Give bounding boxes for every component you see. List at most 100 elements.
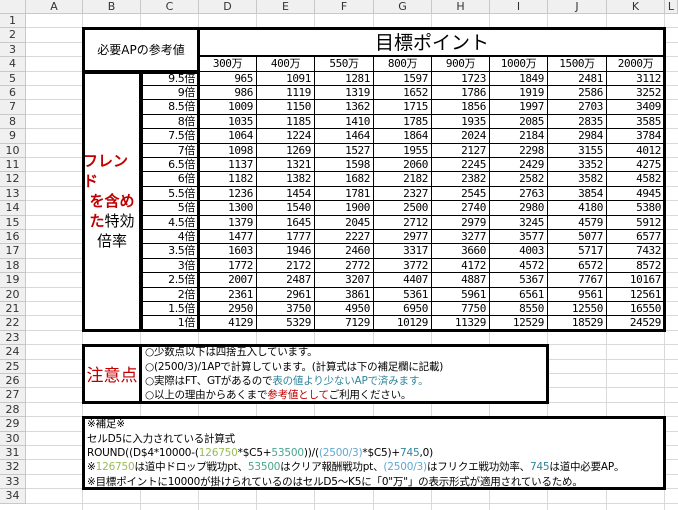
value-cell[interactable]: 6572	[548, 258, 607, 274]
value-cell[interactable]: 1603	[199, 244, 257, 259]
value-cell[interactable]: 7129	[315, 316, 374, 331]
value-cell[interactable]: 3317	[374, 244, 432, 259]
value-cell[interactable]: 3112	[607, 71, 665, 86]
value-cell[interactable]: 9561	[548, 287, 607, 302]
value-cell[interactable]: 3772	[374, 258, 432, 274]
value-cell[interactable]: 1864	[374, 129, 432, 144]
row-header-29[interactable]: 29	[0, 417, 26, 432]
value-cell[interactable]: 2977	[374, 230, 432, 245]
value-cell[interactable]: 1137	[199, 158, 257, 173]
value-cell[interactable]: 965	[199, 71, 257, 86]
row-header-28[interactable]: 28	[0, 402, 26, 418]
value-cell[interactable]: 24529	[607, 316, 665, 331]
value-cell[interactable]: 5361	[374, 287, 432, 302]
row-header-14[interactable]: 14	[0, 201, 26, 216]
row-header-7[interactable]: 7	[0, 100, 26, 115]
row-header-2[interactable]: 2	[0, 28, 26, 43]
value-cell[interactable]: 3582	[548, 172, 607, 187]
value-cell[interactable]: 2024	[432, 129, 490, 144]
value-cell[interactable]: 4180	[548, 201, 607, 216]
value-cell[interactable]: 3750	[257, 302, 315, 317]
row-header-32[interactable]: 32	[0, 460, 26, 475]
value-cell[interactable]: 1946	[257, 244, 315, 259]
column-header-K[interactable]: K	[607, 0, 665, 14]
row-header-4[interactable]: 4	[0, 57, 26, 72]
multiplier-cell[interactable]: 1倍	[141, 316, 199, 331]
value-cell[interactable]: 6950	[374, 302, 432, 317]
value-cell[interactable]: 1682	[315, 172, 374, 187]
value-cell[interactable]: 2085	[490, 114, 548, 130]
column-header-C[interactable]: C	[141, 0, 199, 14]
value-cell[interactable]: 1786	[432, 86, 490, 101]
value-cell[interactable]: 2979	[432, 215, 490, 230]
value-cell[interactable]: 2007	[199, 273, 257, 288]
value-cell[interactable]: 1009	[199, 100, 257, 115]
row-header-26[interactable]: 26	[0, 374, 26, 389]
value-cell[interactable]: 1772	[199, 258, 257, 274]
value-cell[interactable]: 1319	[315, 86, 374, 101]
row-header-34[interactable]: 34	[0, 489, 26, 504]
value-cell[interactable]: 1477	[199, 230, 257, 245]
row-header-30[interactable]: 30	[0, 431, 26, 446]
value-cell[interactable]: 1900	[315, 201, 374, 216]
column-header-L[interactable]: L	[665, 0, 678, 14]
row-header-13[interactable]: 13	[0, 186, 26, 202]
multiplier-cell[interactable]: 2倍	[141, 287, 199, 302]
value-cell[interactable]: 1919	[490, 86, 548, 101]
value-cell[interactable]: 7432	[607, 244, 665, 259]
value-cell[interactable]: 1382	[257, 172, 315, 187]
row-header-19[interactable]: 19	[0, 273, 26, 288]
value-cell[interactable]: 2361	[199, 287, 257, 302]
value-cell[interactable]: 2980	[490, 201, 548, 216]
value-cell[interactable]: 2184	[490, 129, 548, 144]
target-header[interactable]: 800万	[374, 57, 432, 72]
value-cell[interactable]: 1321	[257, 158, 315, 173]
value-cell[interactable]: 4407	[374, 273, 432, 288]
row-header-33[interactable]: 33	[0, 474, 26, 490]
row-header-20[interactable]: 20	[0, 287, 26, 302]
value-cell[interactable]: 2763	[490, 186, 548, 202]
value-cell[interactable]: 5912	[607, 215, 665, 230]
value-cell[interactable]: 2487	[257, 273, 315, 288]
row-header-12[interactable]: 12	[0, 172, 26, 187]
value-cell[interactable]: 3577	[490, 230, 548, 245]
value-cell[interactable]: 1935	[432, 114, 490, 130]
value-cell[interactable]: 5329	[257, 316, 315, 331]
value-cell[interactable]: 2327	[374, 186, 432, 202]
value-cell[interactable]: 1540	[257, 201, 315, 216]
value-cell[interactable]: 2500	[374, 201, 432, 216]
value-cell[interactable]: 8550	[490, 302, 548, 317]
value-cell[interactable]: 1856	[432, 100, 490, 115]
value-cell[interactable]: 11329	[432, 316, 490, 331]
value-cell[interactable]: 1182	[199, 172, 257, 187]
multiplier-cell[interactable]: 3倍	[141, 258, 199, 274]
value-cell[interactable]: 1464	[315, 129, 374, 144]
row-header-10[interactable]: 10	[0, 143, 26, 158]
value-cell[interactable]: 4579	[548, 215, 607, 230]
row-header-21[interactable]: 21	[0, 302, 26, 317]
value-cell[interactable]: 5717	[548, 244, 607, 259]
value-cell[interactable]: 1785	[374, 114, 432, 130]
multiplier-cell[interactable]: 3.5倍	[141, 244, 199, 259]
multiplier-cell[interactable]: 7倍	[141, 143, 199, 158]
row-header-5[interactable]: 5	[0, 71, 26, 86]
value-cell[interactable]: 3585	[607, 114, 665, 130]
row-header-8[interactable]: 8	[0, 114, 26, 130]
row-header-22[interactable]: 22	[0, 316, 26, 331]
value-cell[interactable]: 1300	[199, 201, 257, 216]
value-cell[interactable]: 3155	[548, 143, 607, 158]
multiplier-cell[interactable]: 4.5倍	[141, 215, 199, 230]
value-cell[interactable]: 6577	[607, 230, 665, 245]
value-cell[interactable]: 1781	[315, 186, 374, 202]
value-cell[interactable]: 8572	[607, 258, 665, 274]
multiplier-cell[interactable]: 5倍	[141, 201, 199, 216]
value-cell[interactable]: 2586	[548, 86, 607, 101]
value-cell[interactable]: 1064	[199, 129, 257, 144]
multiplier-cell[interactable]: 8.5倍	[141, 100, 199, 115]
row-header-3[interactable]: 3	[0, 42, 26, 58]
multiplier-cell[interactable]: 4倍	[141, 230, 199, 245]
row-header-18[interactable]: 18	[0, 258, 26, 274]
value-cell[interactable]: 2950	[199, 302, 257, 317]
row-header-1[interactable]: 1	[0, 14, 26, 29]
value-cell[interactable]: 10129	[374, 316, 432, 331]
